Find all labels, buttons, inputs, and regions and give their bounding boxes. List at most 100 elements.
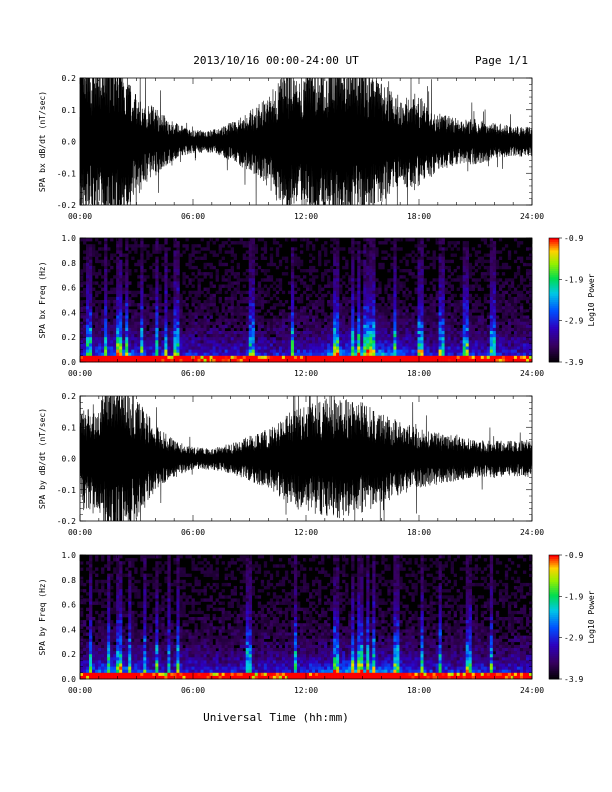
spectrogram-cell (357, 253, 361, 257)
spectrogram-cell (101, 601, 105, 605)
spectrogram-cell (504, 300, 509, 304)
spectrogram-cell (98, 253, 102, 257)
spectrogram-cell (468, 265, 473, 270)
spectrogram-cell (480, 309, 485, 313)
spectrogram-cell (417, 334, 421, 338)
spectrogram-cell (429, 343, 433, 347)
spectrogram-cell (149, 327, 153, 332)
spectrogram-cell (86, 598, 90, 602)
spectrogram-cell (86, 675, 90, 680)
spectrogram-cell (83, 638, 87, 643)
spectrogram-cell (206, 349, 210, 353)
y-tick-label: 0.2 (62, 333, 77, 342)
spectrogram-cell (363, 343, 367, 347)
spectrogram-cell (230, 352, 234, 357)
spectrogram-cell (489, 250, 494, 254)
spectrogram-cell (140, 324, 144, 329)
spectrogram-cell (140, 247, 144, 251)
spectrogram-cell (480, 355, 485, 360)
spectrogram-cell (456, 337, 460, 341)
spectrogram-cell (206, 312, 210, 316)
spectrogram-cell (441, 265, 445, 270)
spectrogram-cell (459, 352, 463, 357)
x-tick-label: 18:00 (407, 369, 431, 378)
spectrogram-cell (462, 318, 466, 322)
spectrogram-cell (321, 303, 325, 307)
spectrogram-cell (396, 281, 400, 285)
spectrogram-cell (510, 284, 515, 288)
spectrogram-cell (248, 337, 253, 341)
spectrogram-cell (86, 312, 90, 316)
spectrogram-cell (290, 269, 295, 273)
spectrogram-cell (185, 275, 189, 279)
spectrogram-cell (459, 281, 463, 285)
spectrogram-cell (227, 352, 231, 357)
spectrogram-cell (260, 352, 265, 357)
spectrogram-cell (447, 334, 451, 338)
spectrogram-cell (330, 300, 334, 304)
spectrogram-cell (360, 337, 364, 341)
spectrogram-cell (306, 241, 310, 245)
spectrogram-cell (284, 238, 289, 242)
spectrogram-cell (221, 327, 225, 332)
spectrogram-cell (408, 238, 412, 242)
spectrogram-cell (405, 293, 409, 298)
spectrogram-cell (333, 358, 337, 363)
spectrogram-cell (287, 324, 292, 329)
spectrogram-cell (158, 343, 162, 347)
spectrogram-cell (248, 349, 253, 353)
spectrogram-cell (528, 253, 533, 257)
spectrogram-cell (354, 290, 358, 295)
spectrogram-cell (396, 315, 400, 319)
spectrogram-cell (324, 334, 328, 338)
spectrogram-cell (137, 315, 141, 319)
spectrogram-cell (393, 238, 397, 242)
spectrogram-cell (128, 349, 132, 353)
spectrogram-cell (441, 250, 445, 254)
spectrogram-cell (80, 334, 84, 338)
spectrogram-cell (498, 278, 503, 282)
spectrogram-cell (399, 324, 403, 329)
spectrogram-cell (372, 250, 376, 254)
spectrogram-cell (89, 579, 93, 584)
spectrogram-cell (176, 256, 180, 260)
spectrogram-cell (351, 247, 355, 251)
spectrogram-cell (468, 331, 473, 335)
spectrogram-cell (393, 337, 397, 341)
spectrogram-cell (393, 324, 397, 329)
colorbar-band (549, 275, 559, 278)
spectrogram-cell (149, 334, 153, 338)
spectrogram-cell (465, 290, 470, 295)
spectrogram-cell (275, 318, 280, 322)
spectrogram-cell (107, 334, 111, 338)
spectrogram-cell (351, 253, 355, 257)
spectrogram-cell (290, 284, 295, 288)
spectrogram-cell (155, 275, 159, 279)
spectrogram-cell (89, 272, 93, 276)
spectrogram-cell (272, 315, 277, 319)
x-tick-label: 12:00 (294, 369, 318, 378)
spectrogram-cell (315, 238, 319, 242)
spectrogram-cell (423, 343, 427, 347)
spectrogram-cell (86, 626, 90, 630)
spectrogram-cell (357, 284, 361, 288)
spectrogram-cell (492, 265, 497, 270)
spectrogram-cell (239, 355, 244, 360)
spectrogram-cell (528, 331, 533, 335)
spectrogram-cell (453, 309, 457, 313)
spectrogram-cell (104, 660, 108, 664)
spectrogram-cell (80, 613, 84, 618)
spectrogram-cell (408, 340, 412, 344)
spectrogram-cell (447, 269, 451, 273)
spectrogram-cell (402, 284, 406, 288)
spectrogram-cell (348, 318, 352, 322)
spectrogram-cell (324, 253, 328, 257)
spectrogram-cell (507, 250, 512, 254)
spectrogram-cell (188, 355, 192, 360)
spectrogram-cell (381, 250, 385, 254)
spectrogram-cell (417, 315, 421, 319)
spectrogram-cell (447, 358, 451, 363)
spectrogram-cell (293, 290, 298, 295)
spectrogram-cell (188, 259, 192, 264)
spectrogram-cell (164, 309, 168, 313)
